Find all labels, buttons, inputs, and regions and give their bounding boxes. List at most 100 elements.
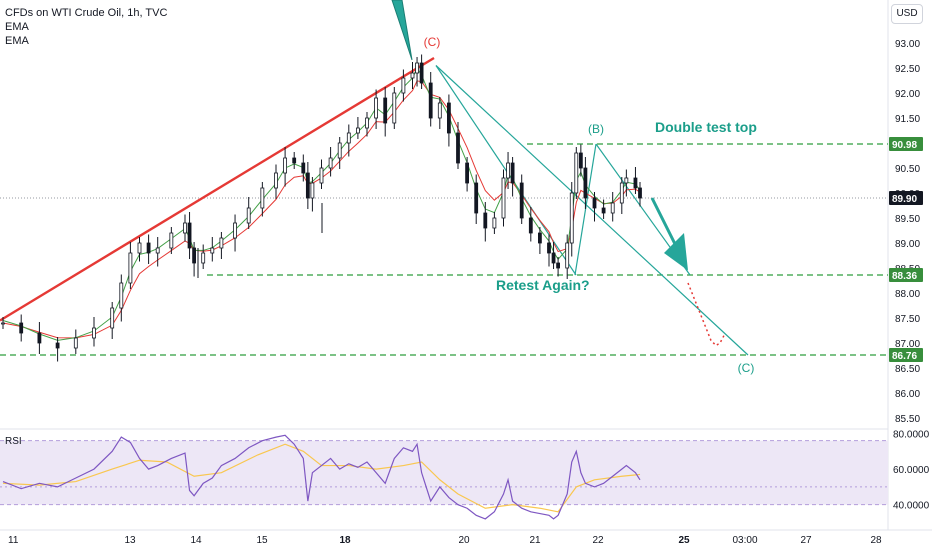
chart-annotation: Retest Again? [496, 277, 590, 293]
price-axis-label: 88.36 [892, 271, 917, 282]
candle-body [146, 242, 151, 254]
candle-body [419, 62, 424, 84]
candle-body [37, 332, 42, 344]
red-projection-path [687, 282, 725, 347]
candle-body [337, 142, 342, 159]
chart-annotation: (C) [738, 361, 755, 375]
candle-body [169, 232, 174, 249]
candle-body [192, 247, 197, 264]
y-tick-label: 87.50 [895, 314, 920, 325]
candle-body [519, 182, 524, 219]
candle-body [510, 162, 515, 184]
currency-button[interactable]: USD [891, 4, 923, 24]
candle-body [274, 172, 278, 189]
chart-annotation: (C) [424, 35, 441, 49]
candle-body [446, 102, 451, 134]
candle-body [183, 222, 187, 234]
candle-body [92, 327, 96, 339]
candle-body [574, 152, 579, 194]
teal-channel-line-2 [435, 65, 577, 276]
y-tick-label: 92.50 [895, 64, 920, 75]
candle-body [155, 247, 160, 254]
candle-body [283, 157, 288, 174]
candle-body [492, 217, 497, 229]
price-axis-label-bg [889, 191, 923, 205]
chart-title: CFDs on WTI Crude Oil, 1h, TVC [5, 7, 168, 19]
candle-body [415, 62, 419, 74]
candle-body [292, 157, 297, 164]
candle-body [638, 187, 642, 199]
candle-body [428, 82, 433, 119]
x-tick-label: 18 [339, 535, 351, 546]
ema-fast-line [2, 80, 641, 339]
candle-body [355, 127, 360, 134]
candle-body [128, 252, 133, 284]
chart-legend: CFDs on WTI Crude Oil, 1h, TVC EMA EMA [5, 6, 167, 48]
candle-body [233, 222, 237, 239]
price-axis-label-bg [889, 137, 923, 151]
candle-body [328, 157, 333, 169]
chart-annotation: Double test top [655, 119, 757, 135]
y-tick-label: 89.50 [895, 214, 920, 225]
candle-body [474, 182, 479, 214]
price-axis-label: 86.76 [892, 351, 917, 362]
candle-body [619, 182, 624, 204]
teal-channel-line-1 [435, 65, 749, 356]
candle-body [19, 322, 24, 334]
x-tick-label: 22 [592, 535, 604, 546]
candle-body [551, 252, 556, 264]
x-tick-label: 03:00 [732, 535, 757, 546]
candle-body [569, 192, 574, 244]
candle-body [365, 117, 369, 129]
rsi-band [0, 440, 888, 505]
candle-body [506, 162, 510, 179]
rsi-ma-line [2, 443, 641, 513]
price-axis-label-bg [889, 268, 923, 282]
candle-body [301, 162, 306, 174]
candle-body [633, 177, 638, 189]
candle-body [73, 337, 78, 349]
x-tick-label: 27 [800, 535, 812, 546]
candle-body [119, 282, 124, 309]
x-tick-label: 14 [190, 535, 202, 546]
candle-body [401, 77, 406, 94]
rsi-line [2, 434, 641, 520]
candle-body [310, 182, 315, 199]
red-trendline [0, 56, 435, 322]
candle-body [260, 187, 265, 209]
candle-body [592, 197, 597, 209]
y-tick-label: 88.00 [895, 289, 920, 300]
price-axis-label: 89.90 [892, 194, 917, 205]
teal-channel-line-3 [574, 143, 597, 276]
rsi-tick-label: 60.0000 [893, 465, 930, 476]
y-tick-label: 86.50 [895, 364, 920, 375]
candle-body [319, 167, 324, 184]
candle-body [465, 162, 470, 184]
x-tick-label: 21 [529, 535, 541, 546]
candle-body [565, 242, 570, 269]
candle-body [305, 172, 310, 199]
y-tick-label: 85.50 [895, 414, 920, 425]
legend-ema-1[interactable]: EMA [5, 21, 29, 33]
x-tick-label: 28 [870, 535, 882, 546]
candle-body [1, 322, 5, 325]
candle-body [538, 232, 542, 244]
x-tick-label: 11 [8, 535, 19, 546]
chart-annotation: (B) [588, 122, 604, 136]
candle-body [610, 202, 615, 214]
x-tick-label: 15 [256, 535, 268, 546]
candle-body [583, 167, 588, 199]
candle-body [246, 207, 251, 224]
candle-body [456, 132, 460, 164]
legend-ema-2[interactable]: EMA [5, 35, 29, 47]
y-tick-label: 91.50 [895, 114, 920, 125]
x-tick-label: 25 [678, 535, 690, 546]
rsi-label: RSI [5, 436, 22, 447]
y-tick-label: 90.50 [895, 164, 920, 175]
candle-body [187, 222, 192, 249]
y-tick-label: 87.00 [895, 339, 920, 350]
candle-body [437, 102, 442, 119]
price-axis-label-bg [889, 348, 923, 362]
